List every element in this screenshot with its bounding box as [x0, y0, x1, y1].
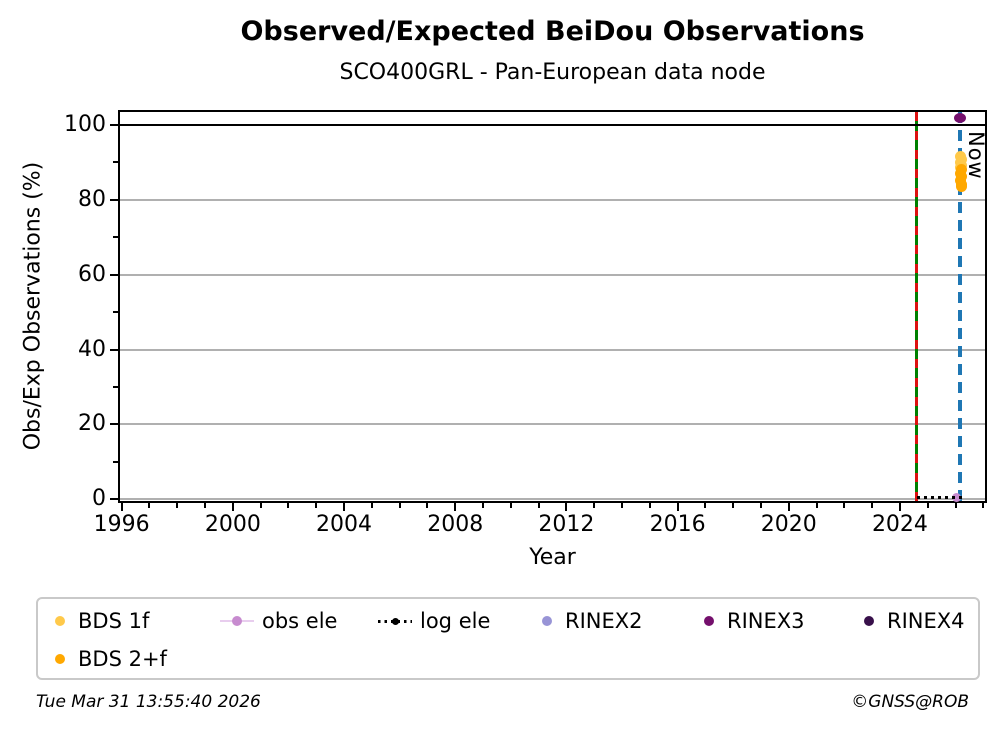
x-tick-major	[898, 503, 901, 511]
rinex4-dot-icon	[859, 615, 879, 627]
y-tick-major	[110, 423, 118, 426]
x-tick-major	[787, 503, 790, 511]
y-tick-major	[110, 124, 118, 127]
obs-ele-marker-icon	[220, 615, 254, 627]
x-tick-label: 2020	[760, 512, 817, 537]
legend-box: BDS 1f BDS 2+f obs ele log ele RINEX2 RI…	[36, 597, 980, 680]
gridline	[120, 423, 985, 426]
x-tick-minor	[148, 503, 151, 508]
y-tick-label: 40	[78, 336, 106, 362]
x-tick-minor	[620, 503, 623, 508]
x-tick-minor	[398, 503, 401, 508]
x-tick-minor	[843, 503, 846, 508]
y-tick-minor	[113, 460, 118, 463]
gridline	[120, 348, 985, 351]
event-line-red-dashes	[915, 112, 919, 501]
gridline	[120, 498, 985, 501]
y-tick-major	[110, 348, 118, 351]
legend-label: log ele	[420, 609, 491, 633]
y-tick-major	[110, 198, 118, 201]
data-point-bds-2-f	[955, 181, 967, 193]
y-tick-major	[110, 273, 118, 276]
x-tick-minor	[287, 503, 290, 508]
bds-1f-dot-icon	[50, 615, 70, 627]
x-tick-minor	[926, 503, 929, 508]
x-tick-minor	[259, 503, 262, 508]
chart-title: Observed/Expected BeiDou Observations	[240, 16, 865, 47]
x-tick-minor	[315, 503, 318, 508]
legend-label: obs ele	[262, 609, 338, 633]
plot-area	[118, 110, 987, 503]
now-line-label: Now	[964, 131, 988, 180]
x-tick-major	[343, 503, 346, 511]
x-tick-minor	[954, 503, 957, 508]
x-tick-minor	[815, 503, 818, 508]
x-tick-minor	[648, 503, 651, 508]
x-tick-minor	[732, 503, 735, 508]
y-tick-label: 20	[78, 411, 106, 437]
x-tick-major	[231, 503, 234, 511]
legend-item-bds-1f: BDS 1f	[50, 608, 149, 634]
x-tick-minor	[204, 503, 207, 508]
legend-label: BDS 1f	[78, 609, 150, 633]
x-tick-label: 2008	[427, 512, 484, 537]
y-tick-minor	[113, 236, 118, 239]
x-tick-minor	[593, 503, 596, 508]
rinex3-dot-icon	[699, 615, 719, 627]
x-tick-label: 2024	[871, 512, 928, 537]
x-tick-label: 1996	[93, 512, 150, 537]
bds-2f-dot-icon	[50, 653, 70, 665]
legend-label: RINEX4	[887, 609, 965, 633]
y-tick-label: 100	[64, 112, 106, 138]
y-tick-minor	[113, 161, 118, 164]
log-ele-marker-icon	[378, 615, 412, 627]
x-axis-label: Year	[529, 545, 576, 570]
y-tick-minor	[113, 385, 118, 388]
gridline	[120, 198, 985, 201]
y-tick-label: 80	[78, 186, 106, 212]
legend-item-obs-ele: obs ele	[220, 608, 337, 634]
x-tick-minor	[176, 503, 179, 508]
hundred-percent-line	[120, 124, 985, 127]
x-tick-major	[565, 503, 568, 511]
gridline	[120, 273, 985, 276]
chart-subtitle: SCO400GRL - Pan-European data node	[339, 60, 766, 85]
x-tick-minor	[509, 503, 512, 508]
now-line	[957, 112, 962, 501]
x-tick-label: 2000	[204, 512, 261, 537]
y-tick-label: 60	[78, 261, 106, 287]
legend-item-bds-2f: BDS 2+f	[50, 646, 167, 672]
log-ele-line	[917, 495, 964, 499]
legend-label: BDS 2+f	[78, 647, 167, 671]
x-tick-label: 2012	[538, 512, 595, 537]
x-tick-major	[120, 503, 123, 511]
y-tick-label: 0	[92, 486, 106, 512]
rinex2-dot-icon	[537, 615, 557, 627]
x-tick-minor	[426, 503, 429, 508]
legend-label: RINEX2	[565, 609, 643, 633]
x-tick-minor	[370, 503, 373, 508]
x-tick-minor	[871, 503, 874, 508]
x-tick-minor	[704, 503, 707, 508]
y-tick-minor	[113, 311, 118, 314]
legend-item-log-ele: log ele	[378, 608, 490, 634]
data-point-rinex3	[953, 113, 966, 124]
x-tick-major	[676, 503, 679, 511]
x-tick-label: 2004	[316, 512, 373, 537]
legend-item-rinex2: RINEX2	[537, 608, 643, 634]
x-tick-minor	[482, 503, 484, 508]
x-tick-label: 2016	[649, 512, 706, 537]
legend-item-rinex3: RINEX3	[699, 608, 805, 634]
y-tick-major	[110, 498, 118, 501]
x-tick-minor	[759, 503, 762, 508]
x-tick-major	[454, 503, 457, 511]
x-tick-minor	[537, 503, 540, 508]
legend-label: RINEX3	[727, 609, 805, 633]
x-tick-minor	[982, 503, 985, 508]
legend-item-rinex4: RINEX4	[859, 608, 965, 634]
copyright-notice: ©GNSS@ROB	[851, 692, 969, 712]
generation-timestamp: Tue Mar 31 13:55:40 2026	[36, 692, 261, 712]
